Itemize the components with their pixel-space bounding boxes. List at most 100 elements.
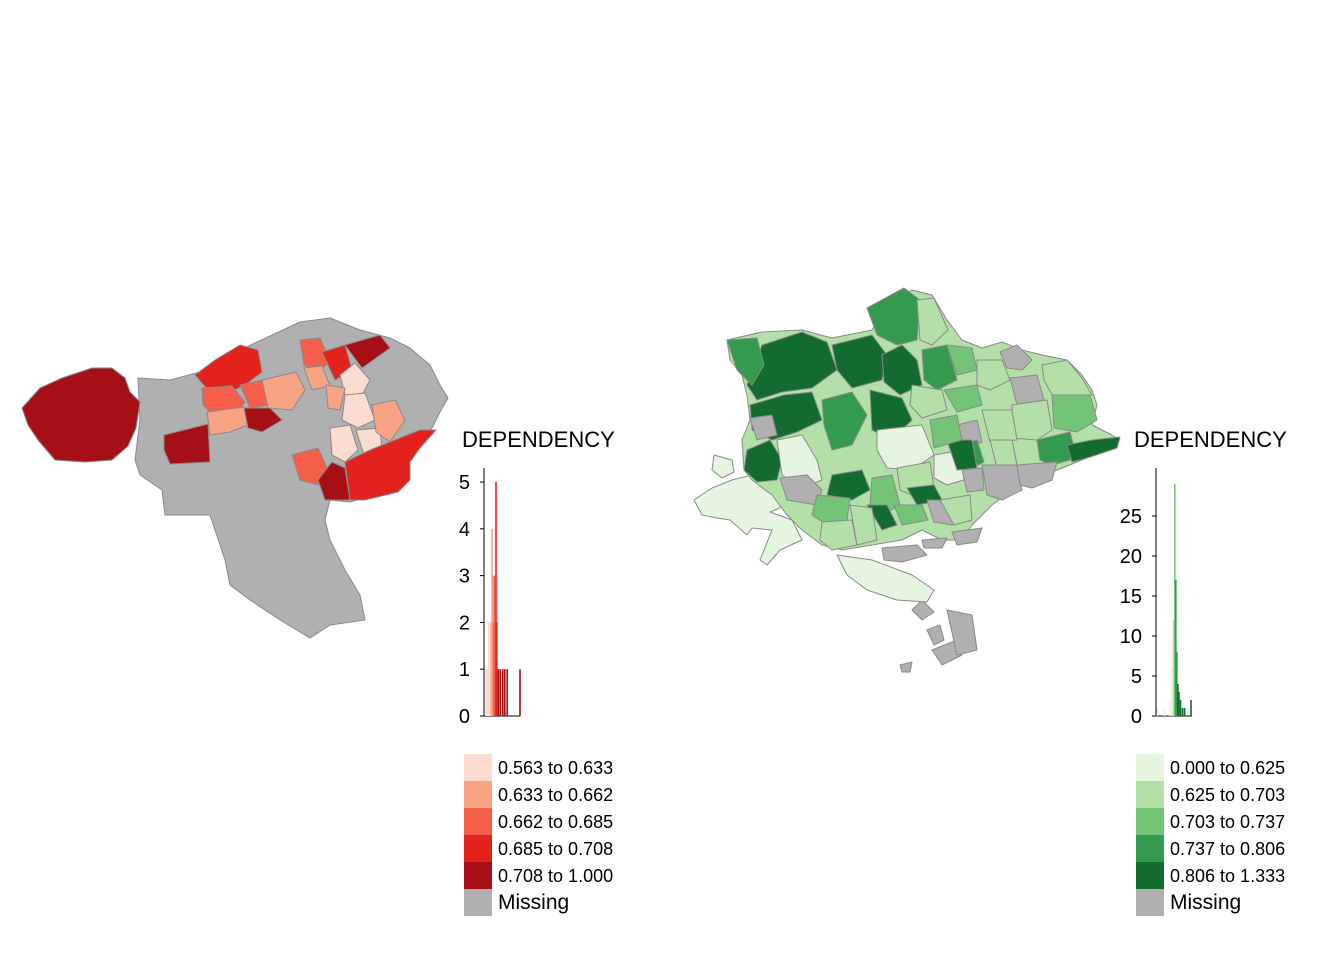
legend-swatch <box>1136 835 1164 862</box>
region-mid-c6 <box>849 504 878 546</box>
legend-label: 0.703 to 0.737 <box>1170 812 1286 832</box>
legend-swatch <box>464 835 492 862</box>
region-q <box>371 399 406 443</box>
legend-label: 0.000 to 0.625 <box>1170 758 1286 778</box>
histogram-tick-label: 5 <box>459 472 470 494</box>
histogram-bar <box>1181 708 1184 716</box>
histogram-bar <box>492 575 494 716</box>
region-ne6 <box>999 344 1033 371</box>
choropleth-map-right <box>693 287 1121 673</box>
legend-swatch <box>1136 781 1164 808</box>
legend-swatch <box>464 781 492 808</box>
region-k <box>344 334 391 369</box>
region-c-dense4 <box>893 504 929 526</box>
region-ne16 <box>1016 461 1058 489</box>
region-dark-w3 <box>881 344 923 396</box>
region-missing-w2 <box>749 414 778 441</box>
histogram-tick-label: 3 <box>459 566 470 588</box>
histogram-bar <box>490 622 492 716</box>
legend-label: 0.806 to 1.333 <box>1170 866 1286 886</box>
histogram-bar <box>1175 580 1177 716</box>
legend-swatch <box>464 862 492 889</box>
histogram-bar <box>506 669 508 716</box>
legend-label: 0.737 to 0.806 <box>1170 839 1286 859</box>
region-dark-w1 <box>746 331 838 401</box>
region-a <box>163 423 211 465</box>
region-c-dense8 <box>939 494 973 526</box>
region-m <box>325 384 346 411</box>
region-mid-c1 <box>826 469 871 501</box>
legend-label: 0.685 to 0.708 <box>498 839 614 859</box>
histogram-bar <box>1183 708 1186 716</box>
region-ne3 <box>909 384 948 419</box>
region-dark-w2 <box>831 334 888 389</box>
legend-swatch <box>1136 862 1164 889</box>
histogram-bar <box>494 622 496 716</box>
histogram-tick-label: 2 <box>459 612 470 634</box>
histogram-bar <box>496 622 498 716</box>
island <box>926 624 945 646</box>
region-ne10 <box>1011 399 1053 441</box>
histogram-bar <box>499 669 502 716</box>
region-jurong-island <box>711 454 735 479</box>
region-t <box>344 429 437 501</box>
island <box>931 639 963 666</box>
legend-label: 0.708 to 1.000 <box>498 866 614 886</box>
histogram-bar <box>1176 652 1178 716</box>
legend-label: Missing <box>498 891 570 914</box>
region-mid-n2 <box>916 297 949 346</box>
region-f <box>243 407 283 433</box>
region-ne19 <box>946 439 978 471</box>
histogram-tick-label: 20 <box>1120 546 1142 568</box>
histogram-tick-label: 1 <box>459 659 470 681</box>
legend-swatch <box>1136 808 1164 835</box>
histogram-bar <box>495 482 497 716</box>
legend-label: 0.662 to 0.685 <box>498 812 614 832</box>
histogram-bar <box>504 669 506 716</box>
histogram-bar <box>1178 692 1180 716</box>
histogram-tick-label: 25 <box>1120 506 1142 528</box>
region-ne13 <box>1036 431 1078 466</box>
legend-swatch <box>1136 889 1164 916</box>
island <box>911 599 935 621</box>
histogram-tick-label: 0 <box>1131 706 1142 728</box>
legend-label: 0.563 to 0.633 <box>498 758 614 778</box>
map-panel-right: DEPENDENCY 0 5 10 15 20 25 0.000 to 0.625 0.6… <box>672 0 1344 960</box>
legend-label: 0.633 to 0.662 <box>498 785 614 805</box>
region-dark-c5 <box>866 504 898 531</box>
island <box>946 609 978 656</box>
region-g <box>261 371 306 411</box>
legend-title: DEPENDENCY <box>462 427 615 452</box>
region-ne14 <box>1066 436 1121 463</box>
island <box>881 544 928 563</box>
histogram-bar <box>1170 668 1173 716</box>
region-ne9 <box>1051 394 1098 433</box>
histogram-tick-label: 5 <box>1131 666 1142 688</box>
histogram-bar <box>1179 700 1182 716</box>
region-ne15 <box>981 464 1023 501</box>
region-mid-n1 <box>866 287 921 346</box>
legend-swatch <box>464 754 492 781</box>
histogram-tick-label: 10 <box>1120 626 1142 648</box>
region-ne1 <box>921 344 958 391</box>
region-ne5 <box>976 359 1011 391</box>
histogram-bar <box>1168 700 1171 716</box>
legend-histogram-right: 0 5 10 15 20 25 <box>1120 468 1192 728</box>
region-ne17 <box>951 527 983 546</box>
histogram-tick-label: 4 <box>459 519 470 541</box>
region-ne4 <box>943 384 983 413</box>
region-d <box>206 406 249 436</box>
legend-swatch <box>464 889 492 916</box>
choropleth-map-left <box>21 317 449 639</box>
histogram-bar <box>1172 620 1175 716</box>
histogram-bar <box>1177 684 1179 716</box>
histogram-bar <box>492 622 495 716</box>
legend-swatch <box>1136 754 1164 781</box>
region-dark-w5 <box>743 439 783 483</box>
legend-swatch <box>464 808 492 835</box>
region-o <box>329 424 359 463</box>
legend-label: Missing <box>1170 891 1242 914</box>
histogram-bar <box>1163 708 1166 716</box>
histogram-bar <box>1190 700 1192 716</box>
region-mid-c3 <box>819 519 858 551</box>
